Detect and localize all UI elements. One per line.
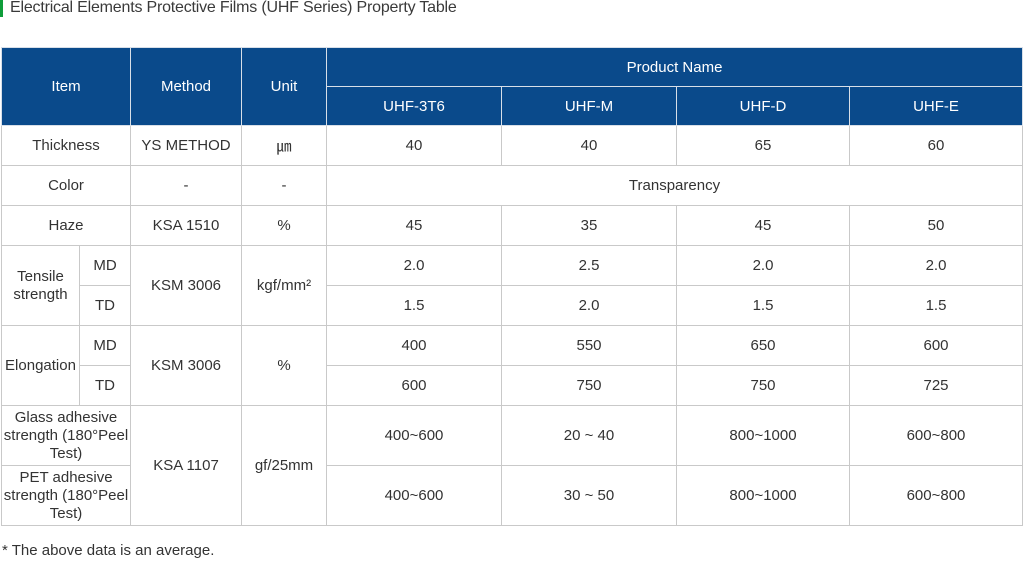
sub-label-td: TD [79, 365, 131, 406]
method-cell: KSA 1107 [130, 405, 242, 526]
row-label-tensile: Tensile strength [1, 245, 80, 326]
value-cell: 400~600 [326, 465, 502, 526]
row-label-pet-adhesive: PET adhesive strength (180°Peel Test) [1, 465, 131, 526]
value-cell: 725 [849, 365, 1023, 406]
value-cell: 600~800 [849, 465, 1023, 526]
value-cell: 600 [326, 365, 502, 406]
header-product-name: Product Name [326, 47, 1023, 87]
value-cell: 1.5 [326, 285, 502, 326]
unit-cell: - [241, 165, 327, 206]
header-product-1: UHF-3T6 [326, 86, 502, 126]
header-unit: Unit [241, 47, 327, 126]
header-product-2: UHF-M [501, 86, 677, 126]
title-accent-bar [0, 0, 3, 17]
header-product-4: UHF-E [849, 86, 1023, 126]
value-cell: 800~1000 [676, 465, 850, 526]
page-title: Electrical Elements Protective Films (UH… [10, 0, 457, 16]
value-cell: 65 [676, 125, 850, 166]
header-item: Item [1, 47, 131, 126]
row-label-haze: Haze [1, 205, 131, 246]
table-row-glass-adhesive: Glass adhesive strength (180°Peel Test) … [1, 405, 1023, 526]
value-cell: 50 [849, 205, 1023, 246]
header-row-1: Item Method Unit Product Name [1, 47, 1023, 126]
value-cell: 35 [501, 205, 677, 246]
value-cell: 45 [326, 205, 502, 246]
table-row-thickness: Thickness YS METHOD ㎛ 40 40 65 60 [1, 125, 1023, 166]
table-row-pet-adhesive: PET adhesive strength (180°Peel Test) 40… [1, 465, 1023, 526]
method-cell: - [130, 165, 242, 206]
sub-label-md: MD [79, 325, 131, 366]
unit-cell: % [241, 325, 327, 406]
method-cell: KSA 1510 [130, 205, 242, 246]
value-cell: 400~600 [326, 405, 502, 466]
value-cell: 750 [676, 365, 850, 406]
header-row-2: UHF-3T6 UHF-M UHF-D UHF-E [2, 86, 1023, 126]
header-method: Method [130, 47, 242, 126]
value-cell: 550 [501, 325, 677, 366]
unit-cell: % [241, 205, 327, 246]
row-label-color: Color [1, 165, 131, 206]
value-cell: 400 [326, 325, 502, 366]
header-product-3: UHF-D [676, 86, 850, 126]
table-row-color: Color - - Transparency [1, 165, 1023, 206]
table-row-tensile-md: Tensile strength MD KSM 3006 kgf/mm² 2.0… [1, 245, 1023, 326]
value-cell: 600~800 [849, 405, 1023, 466]
method-cell: KSM 3006 [130, 325, 242, 406]
sub-label-md: MD [79, 245, 131, 286]
row-label-glass-adhesive: Glass adhesive strength (180°Peel Test) [1, 405, 131, 466]
value-cell: 40 [501, 125, 677, 166]
value-cell: 2.0 [326, 245, 502, 286]
table-row-haze: Haze KSA 1510 % 45 35 45 50 [1, 205, 1023, 246]
value-cell: 20 ~ 40 [501, 405, 677, 466]
table-row-elongation-md: Elongation MD KSM 3006 % 400 550 650 600 [1, 325, 1023, 406]
value-cell: 1.5 [849, 285, 1023, 326]
footnote: * The above data is an average. [2, 542, 215, 559]
method-cell: YS METHOD [130, 125, 242, 166]
property-table: Item Method Unit Product Name UHF-3T6 UH… [1, 47, 1023, 526]
value-cell: 60 [849, 125, 1023, 166]
value-cell: 2.0 [676, 245, 850, 286]
value-cell: 750 [501, 365, 677, 406]
value-cell: 2.0 [501, 285, 677, 326]
value-cell: 30 ~ 50 [501, 465, 677, 526]
unit-cell: gf/25mm [241, 405, 327, 526]
table-title-row: Electrical Elements Protective Films (UH… [0, 0, 1023, 22]
value-cell-merged: Transparency [326, 165, 1023, 206]
sub-label-td: TD [79, 285, 131, 326]
row-label-thickness: Thickness [1, 125, 131, 166]
value-cell: 2.5 [501, 245, 677, 286]
table-row-tensile-td: TD 1.5 2.0 1.5 1.5 [2, 285, 1023, 326]
value-cell: 800~1000 [676, 405, 850, 466]
value-cell: 600 [849, 325, 1023, 366]
value-cell: 40 [326, 125, 502, 166]
row-label-elongation: Elongation [1, 325, 80, 406]
value-cell: 650 [676, 325, 850, 366]
method-cell: KSM 3006 [130, 245, 242, 326]
unit-cell: kgf/mm² [241, 245, 327, 326]
value-cell: 1.5 [676, 285, 850, 326]
unit-cell: ㎛ [241, 125, 327, 166]
value-cell: 2.0 [849, 245, 1023, 286]
value-cell: 45 [676, 205, 850, 246]
table-row-elongation-td: TD 600 750 750 725 [2, 365, 1023, 406]
